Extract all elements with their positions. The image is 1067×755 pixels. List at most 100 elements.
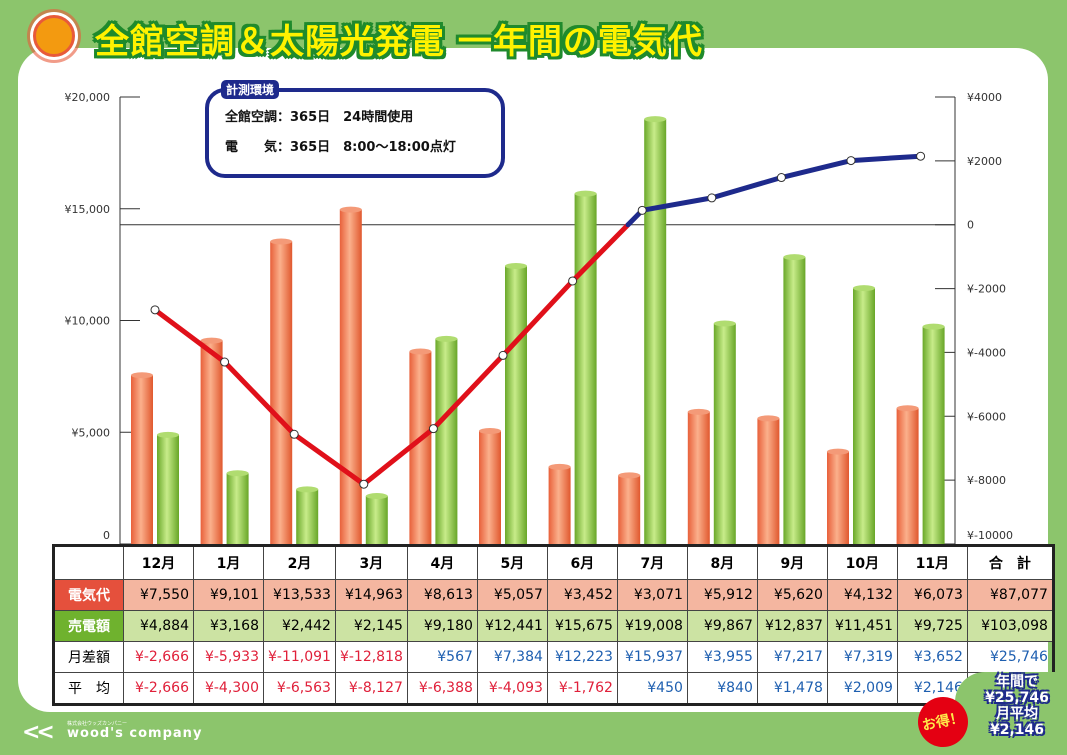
table-cell: ¥2,145 bbox=[334, 610, 408, 642]
right-tick-label: ¥-10000 bbox=[967, 529, 1013, 542]
bar-electricity bbox=[131, 375, 153, 544]
average-point bbox=[220, 357, 230, 367]
environment-line-2: 電 気：365日 8:00〜18:00点灯 bbox=[225, 140, 456, 155]
average-point bbox=[568, 276, 578, 286]
badge-line-1: 年間で bbox=[996, 674, 1038, 690]
bar-electricity-top bbox=[827, 448, 849, 455]
average-line-segment bbox=[778, 158, 854, 181]
table-cell: ¥450 bbox=[616, 672, 688, 705]
table-cell: ¥5,912 bbox=[686, 579, 758, 611]
badge-line-2: ¥25,746 bbox=[985, 690, 1049, 706]
header-cell: 10月 bbox=[826, 545, 898, 580]
average-point bbox=[707, 193, 717, 203]
bar-electricity bbox=[757, 418, 780, 544]
table-cell: ¥9,180 bbox=[406, 610, 478, 642]
bar-sales-top bbox=[365, 493, 388, 500]
bar-sales bbox=[574, 193, 597, 544]
table-cell: ¥12,223 bbox=[546, 641, 618, 673]
table-cell: ¥3,652 bbox=[896, 641, 968, 673]
bar-sales-top bbox=[783, 254, 806, 261]
average-line-segment bbox=[291, 431, 367, 487]
bar-sales-top bbox=[574, 190, 597, 197]
average-point bbox=[916, 151, 926, 161]
table-cell: ¥-5,933 bbox=[193, 641, 264, 673]
badge-background bbox=[955, 672, 1067, 755]
average-point bbox=[289, 429, 299, 439]
bar-sales-top bbox=[157, 431, 179, 438]
bar-electricity bbox=[896, 408, 919, 544]
header-empty bbox=[53, 545, 124, 580]
average-line-segment bbox=[570, 222, 631, 284]
bar-sales bbox=[435, 338, 458, 544]
data-table: 12月 1月 2月 3月 4月 5月 6月 7月 8月 9月 10月 11月 合… bbox=[52, 544, 1055, 706]
table-row: 平 均 ¥-2,666 ¥-4,300 ¥-6,563 ¥-8,127 ¥-6,388 ¥-… bbox=[53, 672, 1054, 705]
table-cell: ¥25,746 bbox=[966, 641, 1054, 673]
table-cell: ¥840 bbox=[686, 672, 758, 705]
table-cell: ¥5,620 bbox=[756, 579, 828, 611]
left-tick-label: ¥5,000 bbox=[72, 426, 111, 439]
table-cell: ¥103,098 bbox=[966, 610, 1054, 642]
table-cell: ¥6,073 bbox=[896, 579, 968, 611]
bar-sales-top bbox=[713, 320, 736, 327]
table-cell: ¥87,077 bbox=[966, 579, 1054, 611]
right-tick-label: ¥-8000 bbox=[967, 474, 1006, 487]
average-point bbox=[776, 173, 786, 183]
bar-sales bbox=[296, 489, 319, 544]
bar-electricity bbox=[339, 209, 362, 544]
average-point bbox=[846, 156, 856, 166]
bar-sales bbox=[226, 473, 249, 544]
table-cell: ¥9,725 bbox=[896, 610, 968, 642]
average-line-segment bbox=[152, 307, 228, 365]
right-tick-label: 0 bbox=[967, 219, 974, 232]
table-cell: ¥12,837 bbox=[756, 610, 828, 642]
table-cell: ¥7,384 bbox=[476, 641, 548, 673]
table-row: 電気代 ¥7,550 ¥9,101 ¥13,533 ¥14,963 ¥8,613 ¥5,05… bbox=[53, 579, 1054, 611]
table-cell: ¥14,963 bbox=[334, 579, 408, 611]
average-point bbox=[359, 479, 369, 489]
table-cell: ¥8,613 bbox=[406, 579, 478, 611]
table-cell: ¥2,442 bbox=[263, 610, 336, 642]
table-cell: ¥-6,563 bbox=[263, 672, 336, 705]
left-tick-label: ¥15,000 bbox=[65, 203, 111, 216]
header-cell: 3月 bbox=[334, 545, 408, 580]
bar-electricity bbox=[200, 340, 223, 544]
right-tick-label: ¥-4000 bbox=[967, 346, 1006, 359]
bar-sales-top bbox=[853, 285, 875, 292]
table-cell: ¥7,550 bbox=[123, 579, 194, 611]
table-cell: ¥-8,127 bbox=[334, 672, 408, 705]
left-tick-label: ¥20,000 bbox=[65, 91, 111, 104]
average-point bbox=[150, 305, 160, 315]
right-tick-label: ¥-6000 bbox=[967, 410, 1006, 423]
header-cell: 5月 bbox=[476, 545, 548, 580]
header-cell-total: 合 計 bbox=[966, 545, 1054, 580]
bar-sales-top bbox=[505, 262, 527, 269]
bar-electricity-top bbox=[757, 415, 780, 422]
table-cell: ¥-2,666 bbox=[123, 672, 194, 705]
row-label: 月差額 bbox=[53, 641, 124, 673]
header-cell: 2月 bbox=[263, 545, 336, 580]
average-line-segment bbox=[709, 175, 784, 201]
savings-badge: 年間で ¥25,746 月平均 ¥2,146 bbox=[972, 674, 1062, 738]
table-cell: ¥-2,666 bbox=[123, 641, 194, 673]
right-tick-label: ¥-2000 bbox=[967, 283, 1006, 296]
table-cell: ¥5,057 bbox=[476, 579, 548, 611]
environment-line-1: 全館空調：365日 24時間使用 bbox=[225, 110, 414, 125]
table-cell: ¥4,132 bbox=[826, 579, 898, 611]
table-cell: ¥1,478 bbox=[756, 672, 828, 705]
average-line-segment bbox=[222, 359, 297, 437]
table-cell: ¥7,217 bbox=[756, 641, 828, 673]
badge-line-4: ¥2,146 bbox=[989, 722, 1045, 738]
bar-electricity-top bbox=[479, 427, 501, 434]
bar-sales-top bbox=[296, 486, 319, 493]
average-line-segment bbox=[848, 153, 924, 164]
bar-electricity-top bbox=[548, 463, 571, 470]
sun-icon bbox=[33, 15, 75, 57]
header-cell: 6月 bbox=[546, 545, 618, 580]
average-line-segment bbox=[430, 352, 506, 432]
bar-electricity bbox=[479, 430, 501, 544]
bar-electricity-top bbox=[131, 372, 153, 379]
logo-subtitle: 株式会社ウッズカンパニー bbox=[67, 721, 128, 727]
bar-electricity-top bbox=[339, 206, 362, 213]
header-cell: 9月 bbox=[756, 545, 828, 580]
